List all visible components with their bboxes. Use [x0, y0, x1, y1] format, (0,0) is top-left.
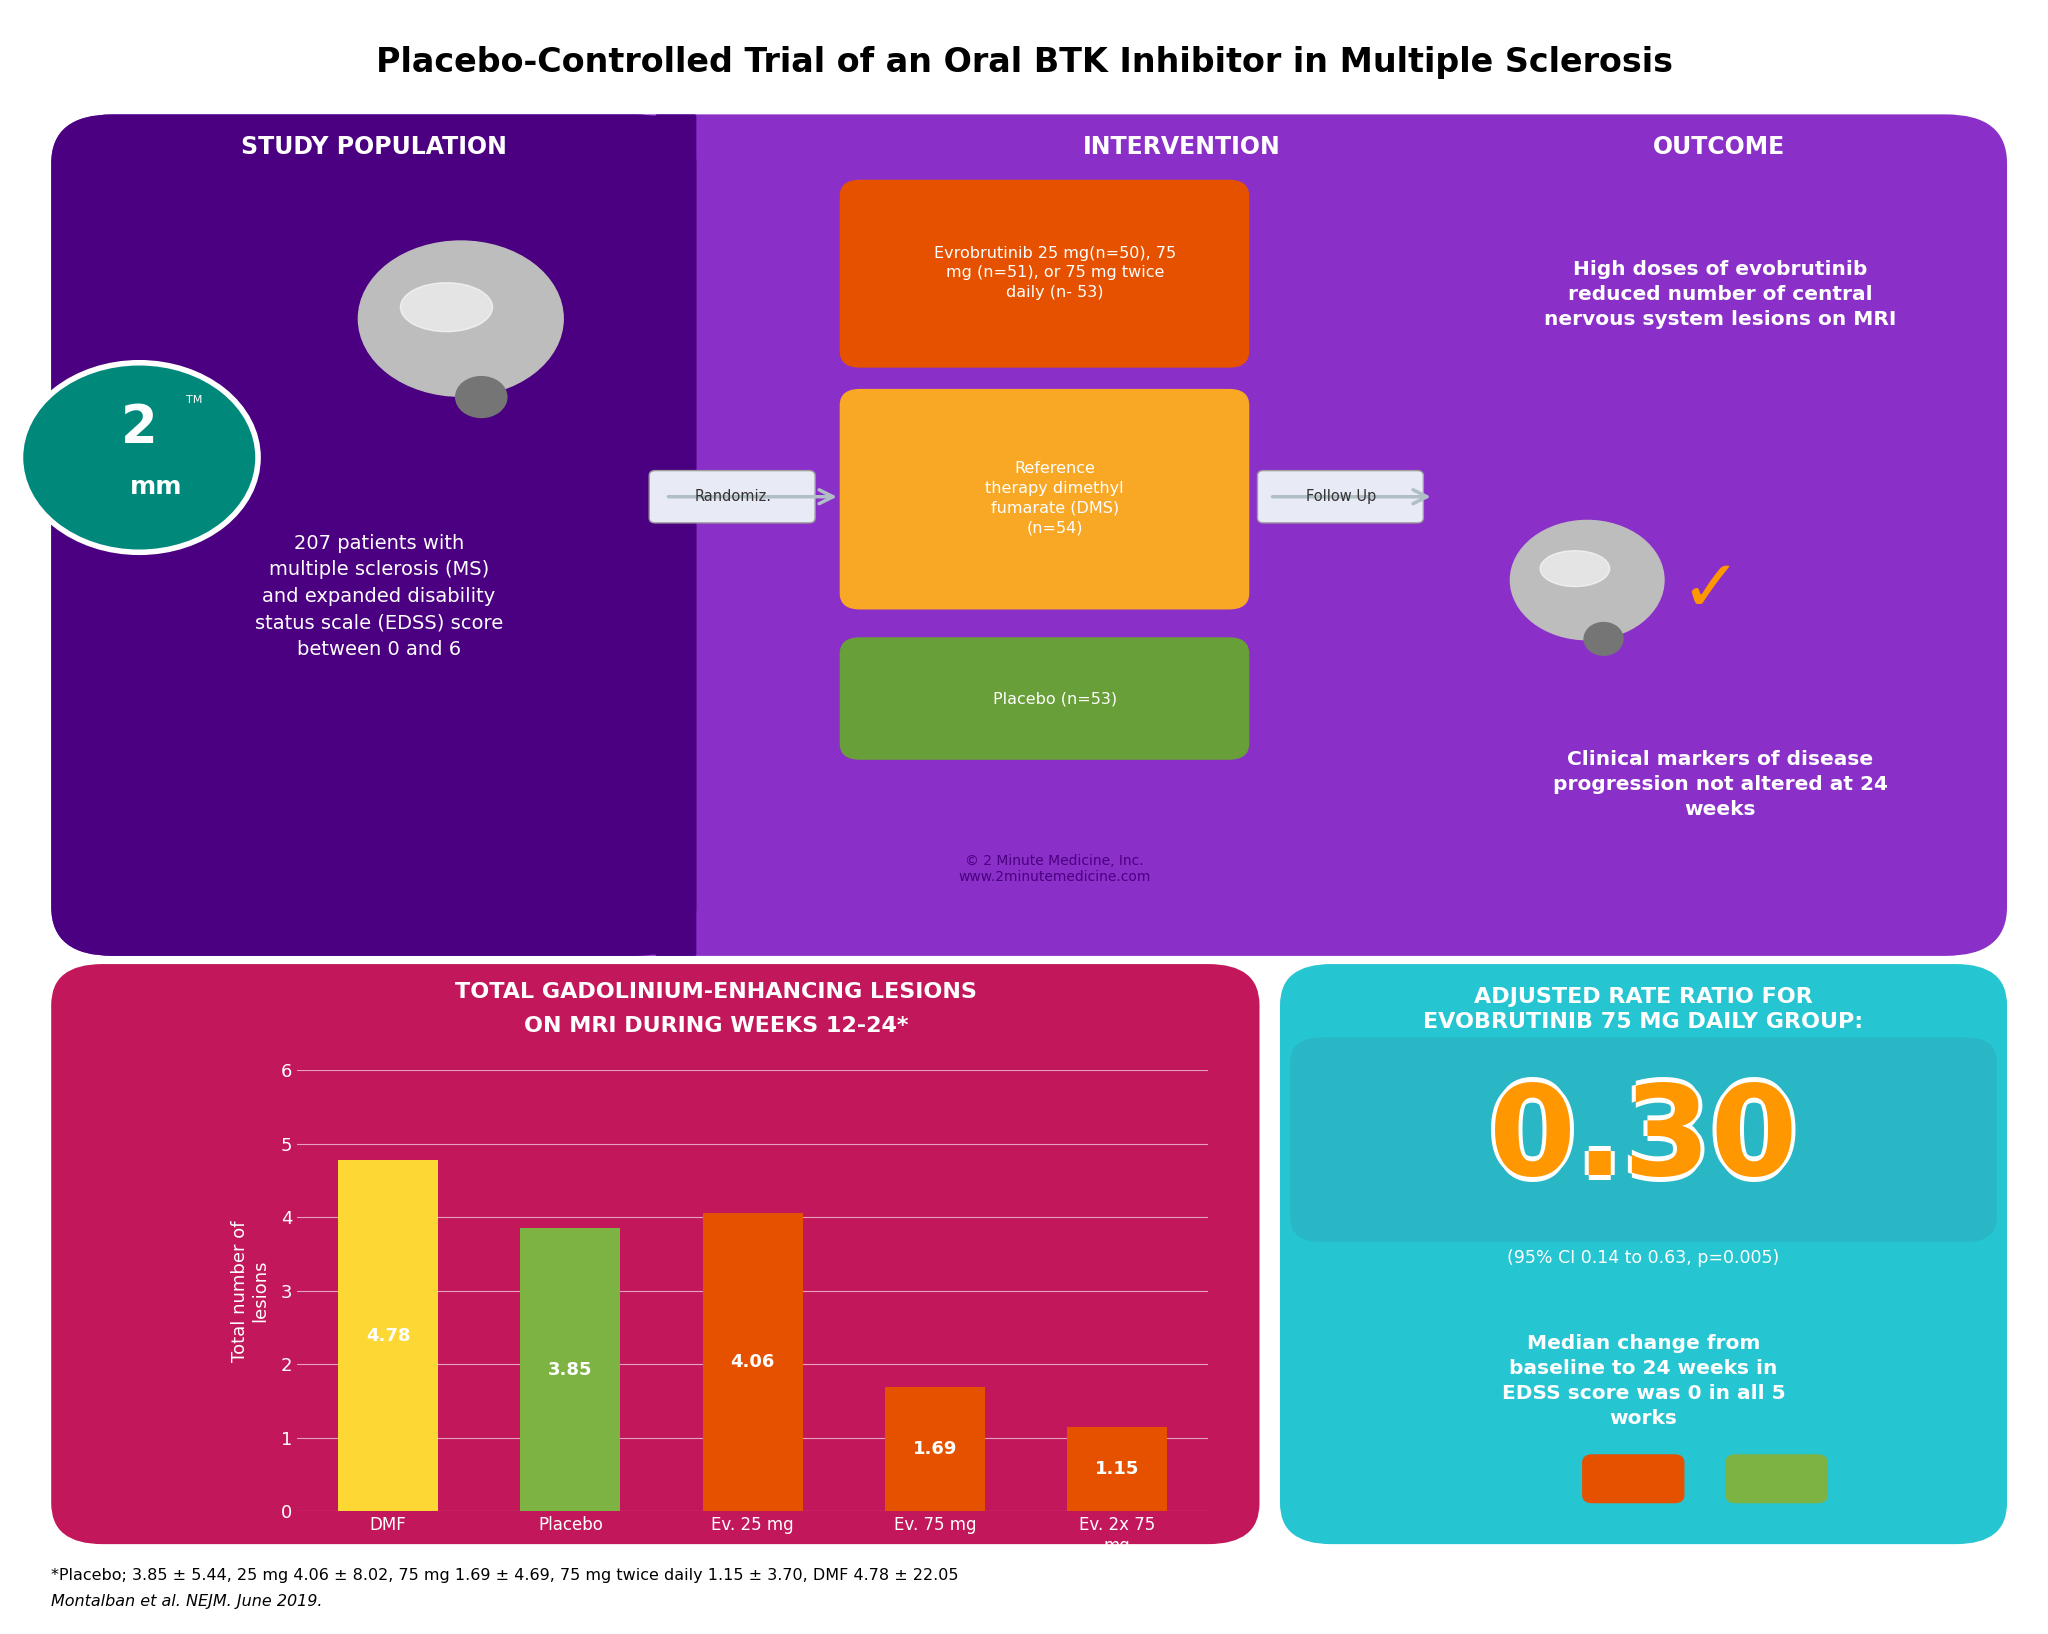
Text: 2: 2 — [121, 402, 158, 454]
Text: *Placebo; 3.85 ± 5.44, 25 mg 4.06 ± 8.02, 75 mg 1.69 ± 4.69, 75 mg twice daily 1: *Placebo; 3.85 ± 5.44, 25 mg 4.06 ± 8.02… — [51, 1567, 958, 1583]
Text: 0.30: 0.30 — [1489, 1080, 1798, 1201]
FancyBboxPatch shape — [1257, 471, 1423, 523]
FancyBboxPatch shape — [51, 114, 2007, 956]
Ellipse shape — [401, 283, 492, 332]
Text: mm: mm — [129, 475, 182, 498]
Text: 4.78: 4.78 — [367, 1327, 410, 1345]
Text: ✓: ✓ — [1679, 557, 1741, 626]
Bar — [338, 1160, 438, 1511]
Text: Reference
therapy dimethyl
fumarate (DMS)
(n=54): Reference therapy dimethyl fumarate (DMS… — [985, 461, 1124, 536]
FancyBboxPatch shape — [840, 637, 1249, 760]
FancyBboxPatch shape — [1724, 1454, 1829, 1503]
Ellipse shape — [1511, 520, 1663, 639]
Y-axis label: Total number of
lesions: Total number of lesions — [231, 1221, 270, 1361]
Bar — [885, 1387, 985, 1511]
Text: Montalban et al. NEJM. June 2019.: Montalban et al. NEJM. June 2019. — [51, 1593, 324, 1609]
Text: Follow Up: Follow Up — [1307, 489, 1376, 505]
Text: Placebo (n=53): Placebo (n=53) — [993, 691, 1116, 708]
Text: 207 patients with
multiple sclerosis (MS)
and expanded disability
status scale (: 207 patients with multiple sclerosis (MS… — [254, 534, 504, 659]
Text: TM: TM — [186, 395, 203, 405]
Text: Randomiz.: Randomiz. — [694, 489, 772, 505]
FancyBboxPatch shape — [840, 389, 1249, 609]
FancyBboxPatch shape — [51, 114, 696, 956]
FancyBboxPatch shape — [51, 964, 1260, 1544]
FancyBboxPatch shape — [655, 114, 696, 956]
Text: ON MRI DURING WEEKS 12-24*: ON MRI DURING WEEKS 12-24* — [524, 1016, 907, 1036]
Text: 0.30: 0.30 — [1493, 1080, 1802, 1201]
Ellipse shape — [455, 377, 508, 417]
Bar — [520, 1229, 621, 1511]
Bar — [702, 1212, 803, 1511]
Text: (95% CI 0.14 to 0.63, p=0.005): (95% CI 0.14 to 0.63, p=0.005) — [1507, 1248, 1780, 1268]
Ellipse shape — [1585, 623, 1622, 655]
Bar — [1067, 1426, 1167, 1511]
FancyBboxPatch shape — [1290, 1038, 1997, 1242]
FancyBboxPatch shape — [649, 471, 815, 523]
FancyBboxPatch shape — [840, 180, 1249, 368]
Text: © 2 Minute Medicine, Inc.
www.2minutemedicine.com: © 2 Minute Medicine, Inc. www.2minutemed… — [958, 855, 1151, 884]
Text: STUDY POPULATION: STUDY POPULATION — [242, 136, 506, 158]
Text: INTERVENTION: INTERVENTION — [1083, 136, 1280, 158]
FancyBboxPatch shape — [1280, 964, 2007, 1544]
Text: 3.85: 3.85 — [549, 1361, 592, 1379]
Text: 0.30: 0.30 — [1489, 1085, 1798, 1206]
Text: High doses of evobrutinib
reduced number of central
nervous system lesions on MR: High doses of evobrutinib reduced number… — [1544, 260, 1896, 328]
Circle shape — [20, 363, 258, 552]
Ellipse shape — [1540, 551, 1610, 587]
Text: Clinical markers of disease
progression not altered at 24
weeks: Clinical markers of disease progression … — [1552, 750, 1888, 819]
Text: 4.06: 4.06 — [731, 1353, 774, 1371]
Text: 0.30: 0.30 — [1489, 1075, 1798, 1196]
Text: 1.15: 1.15 — [1096, 1461, 1139, 1479]
Text: Placebo-Controlled Trial of an Oral BTK Inhibitor in Multiple Sclerosis: Placebo-Controlled Trial of an Oral BTK … — [375, 46, 1673, 78]
Text: 1.69: 1.69 — [913, 1440, 956, 1458]
Ellipse shape — [358, 240, 563, 397]
Text: OUTCOME: OUTCOME — [1653, 136, 1784, 158]
FancyBboxPatch shape — [1581, 1454, 1683, 1503]
Text: Evrobrutinib 25 mg(n=50), 75
mg (n=51), or 75 mg twice
daily (n- 53): Evrobrutinib 25 mg(n=50), 75 mg (n=51), … — [934, 245, 1176, 301]
Text: TOTAL GADOLINIUM-ENHANCING LESIONS: TOTAL GADOLINIUM-ENHANCING LESIONS — [455, 982, 977, 1002]
Text: ADJUSTED RATE RATIO FOR
EVOBRUTINIB 75 MG DAILY GROUP:: ADJUSTED RATE RATIO FOR EVOBRUTINIB 75 M… — [1423, 987, 1864, 1033]
Text: Median change from
baseline to 24 weeks in
EDSS score was 0 in all 5
works: Median change from baseline to 24 weeks … — [1501, 1333, 1786, 1428]
Text: 0.30: 0.30 — [1485, 1080, 1794, 1201]
